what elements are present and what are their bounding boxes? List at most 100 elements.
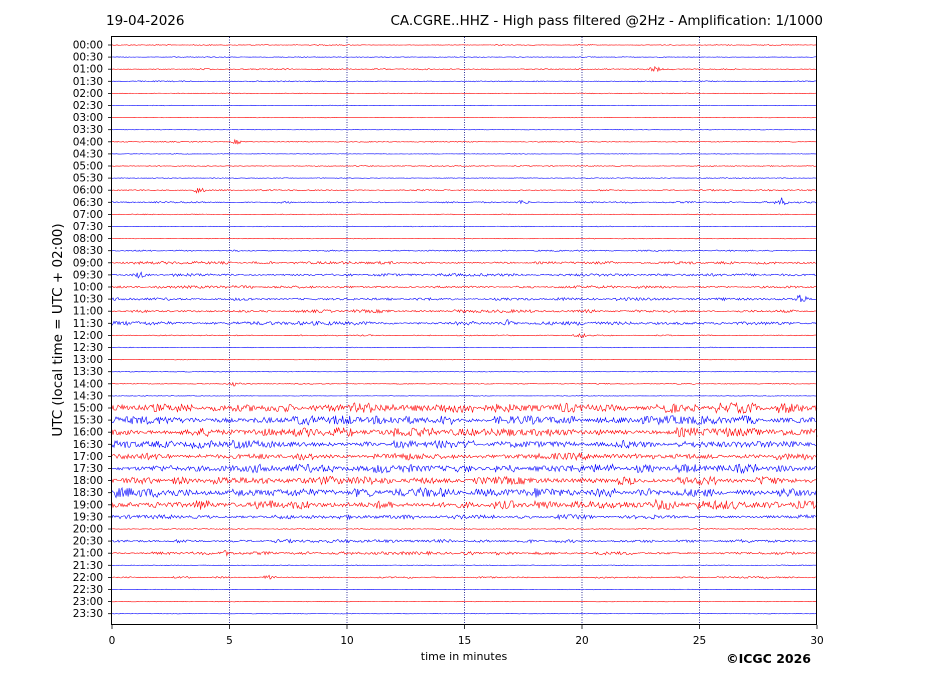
- y-tick-label: 20:00: [73, 524, 103, 536]
- trace-line: [111, 401, 818, 414]
- trace-line: [111, 550, 818, 557]
- x-tick-label: 5: [226, 635, 233, 647]
- y-tick-label: 03:00: [73, 112, 103, 124]
- y-tick-label: 14:00: [73, 378, 103, 390]
- y-tick-label: 18:00: [73, 475, 103, 487]
- trace-line: [111, 574, 818, 580]
- trace-line: [111, 165, 818, 167]
- y-axis-label: UTC (local time = UTC + 02:00): [50, 223, 66, 436]
- y-tick-label: 07:30: [73, 221, 103, 233]
- y-tick-label: 04:30: [73, 148, 103, 160]
- x-tick-label: 0: [109, 635, 116, 647]
- trace-line: [111, 319, 818, 327]
- trace-line: [111, 498, 818, 511]
- y-tick-label: 17:30: [73, 463, 103, 475]
- trace-line: [111, 294, 818, 303]
- trace-line: [112, 395, 818, 397]
- trace-line: [111, 439, 818, 450]
- y-tick-label: 23:30: [73, 608, 103, 620]
- trace-line: [111, 129, 818, 131]
- trace-line: [111, 452, 818, 461]
- y-tick-label: 00:00: [73, 40, 103, 52]
- trace-line: [111, 346, 818, 349]
- trace-line: [111, 116, 818, 119]
- trace-line: [111, 564, 818, 567]
- y-tick-label: 08:00: [73, 233, 103, 245]
- trace-line: [111, 177, 818, 179]
- trace-line: [111, 308, 818, 314]
- y-tick-label: 00:30: [73, 52, 103, 64]
- y-tick-label: 14:30: [73, 390, 103, 402]
- y-tick-label: 21:30: [73, 560, 103, 572]
- y-tick-label: 20:30: [73, 536, 103, 548]
- plot-frame: [111, 36, 817, 625]
- trace-line: [111, 153, 818, 155]
- trace-line: [111, 56, 818, 58]
- trace-line: [111, 600, 818, 603]
- trace-line: [111, 528, 818, 530]
- trace-line: [111, 44, 818, 46]
- y-tick-label: 10:00: [73, 282, 103, 294]
- x-tick-label: 15: [458, 635, 471, 647]
- y-tick-label: 12:30: [73, 342, 103, 354]
- trace-line: [111, 513, 818, 521]
- copyright-label: ©ICGC 2026: [726, 651, 811, 666]
- trace-line: [111, 381, 818, 387]
- y-tick-label: 11:30: [73, 318, 103, 330]
- chart-title: CA.CGRE..HHZ - High pass filtered @2Hz -…: [390, 13, 823, 29]
- x-tick-label: 30: [810, 635, 823, 647]
- y-tick-label: 09:30: [73, 269, 103, 281]
- trace-line: [111, 332, 818, 339]
- trace-line: [111, 414, 818, 426]
- trace-line: [111, 486, 818, 499]
- y-tick-label: 22:00: [73, 572, 103, 584]
- y-tick-labels: 00:0000:3001:0001:3002:0002:3003:0003:30…: [73, 40, 112, 620]
- trace-lines: [111, 44, 818, 615]
- y-tick-label: 01:30: [73, 76, 103, 88]
- y-tick-label: 13:00: [73, 354, 103, 366]
- y-tick-label: 15:00: [73, 403, 103, 415]
- x-axis-label: time in minutes: [421, 650, 508, 663]
- y-tick-label: 16:30: [73, 439, 103, 451]
- trace-line: [111, 225, 818, 228]
- trace-line: [111, 370, 818, 373]
- y-tick-label: 05:00: [73, 161, 103, 173]
- y-tick-label: 03:30: [73, 124, 103, 136]
- trace-line: [111, 187, 818, 194]
- trace-line: [111, 285, 818, 289]
- y-tick-label: 15:30: [73, 415, 103, 427]
- y-tick-label: 02:30: [73, 100, 103, 112]
- y-tick-label: 13:30: [73, 366, 103, 378]
- y-tick-label: 01:00: [73, 64, 103, 76]
- y-tick-label: 22:30: [73, 584, 103, 596]
- trace-line: [111, 358, 818, 361]
- trace-line: [111, 80, 818, 83]
- x-tick-labels: 0 5 10 15 20 25 30: [109, 625, 824, 647]
- y-tick-label: 06:00: [73, 185, 103, 197]
- y-tick-label: 17:00: [73, 451, 103, 463]
- y-tick-label: 04:00: [73, 136, 103, 148]
- y-tick-label: 10:30: [73, 294, 103, 306]
- y-tick-label: 23:00: [73, 596, 103, 608]
- trace-line: [111, 588, 818, 591]
- trace-line: [111, 249, 817, 252]
- trace-line: [111, 65, 818, 73]
- trace-line: [111, 260, 818, 265]
- y-tick-label: 09:00: [73, 257, 103, 269]
- trace-line: [111, 213, 818, 216]
- x-tick-label: 25: [693, 635, 706, 647]
- y-tick-label: 11:00: [73, 306, 103, 318]
- trace-line: [111, 538, 818, 544]
- x-tick-label: 10: [340, 635, 353, 647]
- trace-line: [111, 197, 818, 206]
- y-tick-label: 05:30: [73, 173, 103, 185]
- y-tick-label: 21:00: [73, 548, 103, 560]
- trace-line: [111, 463, 818, 475]
- trace-line: [111, 475, 818, 486]
- trace-line: [111, 92, 818, 95]
- trace-line: [111, 138, 818, 145]
- x-grid: [229, 37, 700, 625]
- y-tick-label: 19:00: [73, 499, 103, 511]
- trace-line: [111, 271, 818, 279]
